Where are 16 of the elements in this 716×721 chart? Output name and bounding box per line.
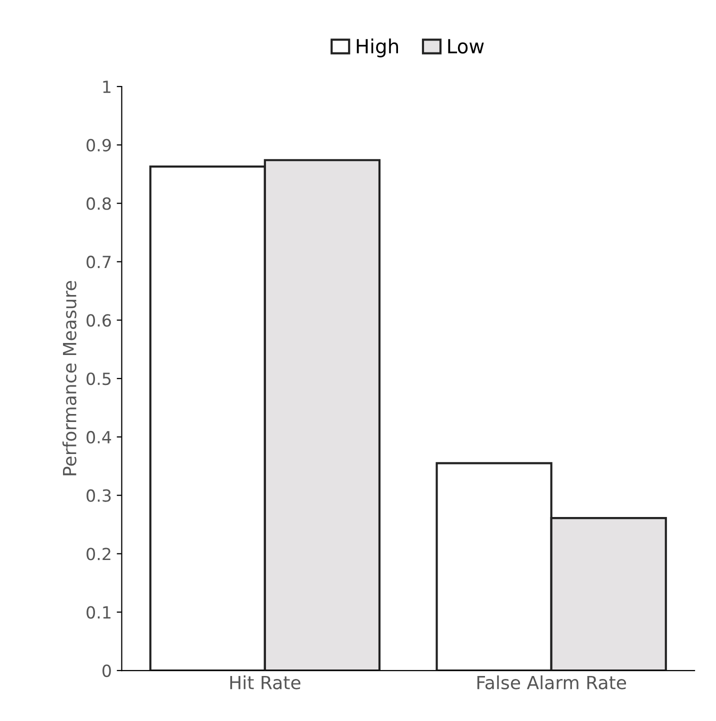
y-tick-label: 0	[102, 664, 111, 678]
y-tick-label: 0.5	[86, 372, 111, 386]
y-tick-label: 0.4	[86, 430, 112, 444]
x-tick-label: Hit Rate	[230, 675, 300, 690]
x-tick-label: False Alarm Rate	[477, 675, 626, 690]
legend-label: High	[356, 38, 398, 58]
y-tick-label: 0.3	[86, 489, 111, 502]
y-tick-label: 0.1	[86, 606, 110, 619]
y-tick-label: 0.7	[86, 256, 111, 268]
y-axis-title: Performance Measure	[62, 281, 76, 476]
y-tick-label: 0.8	[86, 197, 111, 210]
legend-label: Low	[448, 39, 484, 54]
y-tick-label: 0.6	[86, 314, 111, 327]
y-tick-label: 1	[103, 80, 110, 93]
y-tick-label: 0.2	[86, 548, 110, 560]
y-tick-label: 0.9	[86, 138, 111, 152]
